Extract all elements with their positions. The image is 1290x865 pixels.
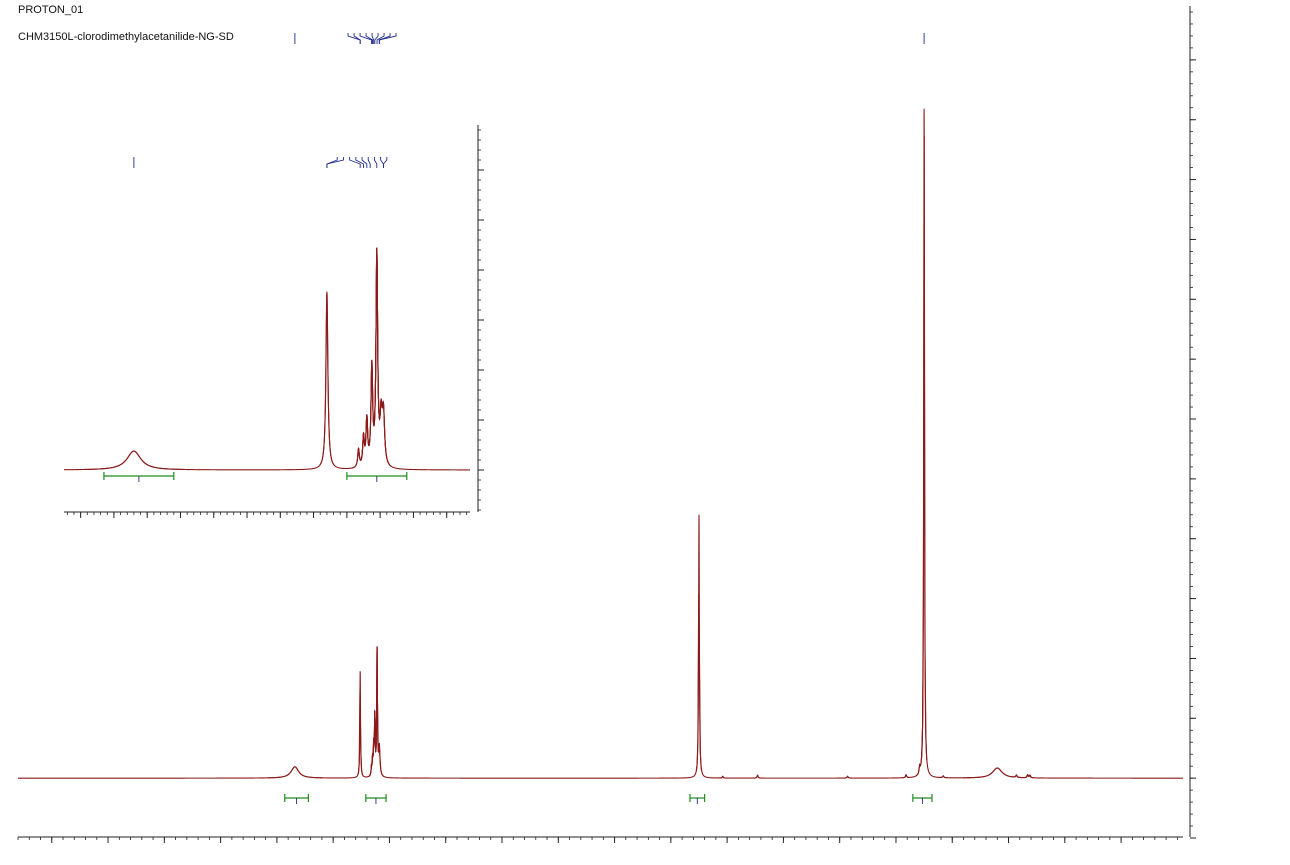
peak-label-leader (383, 157, 388, 168)
spectrum-trace (63, 249, 470, 471)
spectrum-peak (939, 775, 948, 779)
peak-label-leader (371, 33, 375, 44)
sample-name: CHM3150L-clorodimethylacetanilide-NG-SD (18, 31, 234, 43)
spectrum-trace (18, 135, 1183, 779)
peak-label-leader (374, 33, 379, 44)
spectrum-peak (963, 767, 1032, 779)
peak-label-leader (376, 33, 385, 44)
peak-label-leader (378, 33, 397, 44)
peak-label-leader (349, 157, 361, 168)
spectrum-peak (754, 774, 761, 779)
peak-label-leader (373, 157, 378, 168)
spectrum-peak (843, 775, 852, 779)
peak-label-leader (365, 33, 374, 44)
inset-spectrum-plot (63, 125, 484, 518)
spectrum-peak (319, 291, 335, 466)
peak-label-leader (355, 157, 364, 168)
peak-label-leader (359, 33, 372, 44)
spectrum-peak (83, 450, 184, 471)
spectrum-peak (374, 248, 392, 467)
spectrum-peak (920, 108, 928, 760)
peak-label-leader (326, 157, 344, 168)
peak-label-leader (367, 157, 371, 168)
main-spectrum-plot (17, 6, 1196, 843)
spectrum-peak (267, 766, 322, 779)
spectrum-peak (695, 514, 703, 772)
spectrum-peak (374, 647, 385, 778)
spectrum-title: PROTON_01 (18, 4, 84, 16)
spectrum-peak (719, 775, 726, 779)
spectrum-peak (1012, 774, 1021, 779)
spectrum-peak (357, 671, 364, 776)
peak-label-leader (361, 157, 368, 168)
spectrum-peak (1025, 773, 1035, 779)
peak-label-leader (353, 33, 361, 44)
spectrum-peak (902, 774, 910, 779)
